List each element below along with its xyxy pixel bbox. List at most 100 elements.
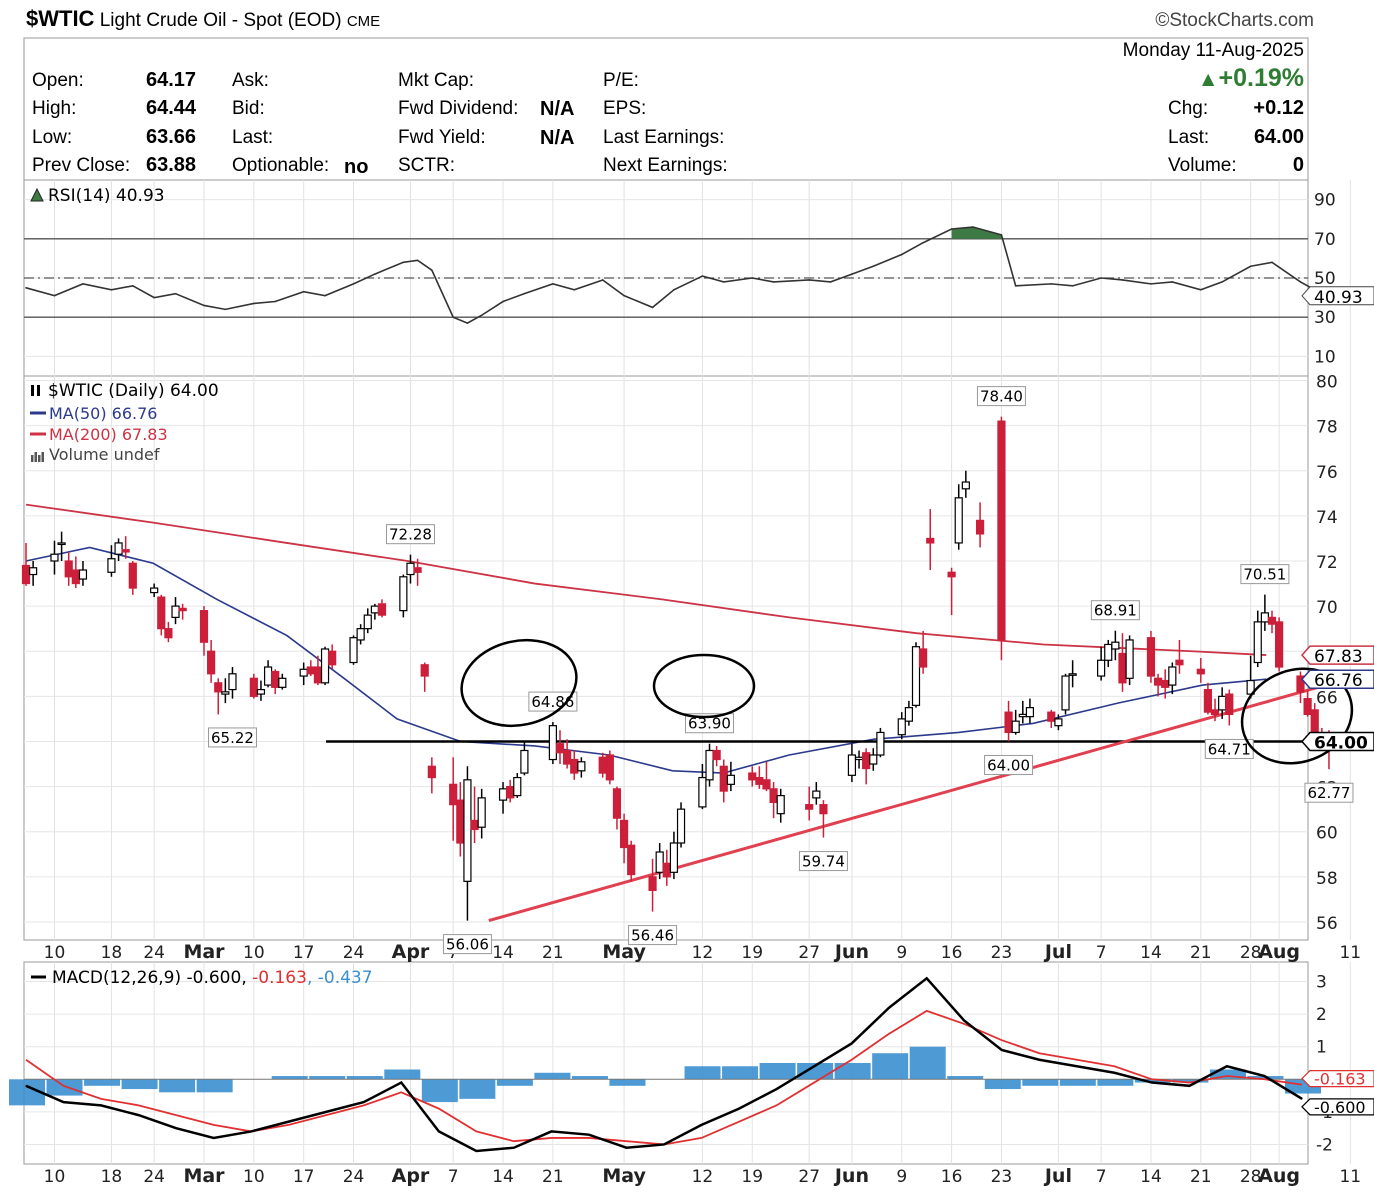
rsi-point (722, 281, 725, 283)
macd-histogram-bar (684, 1066, 721, 1080)
candle-body (1203, 688, 1213, 713)
candle-body (121, 549, 130, 553)
rsi-point (701, 275, 704, 277)
price-tick-label: 80 (1316, 373, 1338, 393)
macd-histogram-bar (309, 1076, 346, 1080)
candle-body (1146, 637, 1156, 677)
candle-body (904, 707, 913, 722)
macd-point (663, 1143, 665, 1146)
open-value: 64.17 (146, 69, 197, 91)
candle-body (320, 648, 330, 684)
exchange: CME (346, 13, 381, 30)
rsi-point (601, 279, 604, 281)
macd-point (550, 1130, 553, 1133)
last-value: 64.00 (1253, 126, 1304, 148)
x-tick-label: 21 (1190, 943, 1212, 963)
candle-body (278, 677, 287, 688)
price-annotation: 62.77 (1307, 784, 1350, 802)
eps-label: EPS: (603, 98, 647, 119)
macd-histogram-bar (1209, 1069, 1246, 1080)
candle-body (854, 756, 864, 761)
grid-lines (53, 180, 1351, 1164)
candle-body (548, 725, 557, 761)
candle-body (1218, 695, 1227, 711)
volume-legend-icon (31, 455, 34, 462)
price-tick-label: 74 (1316, 508, 1338, 528)
macd-point (325, 1111, 327, 1113)
macd-histogram-bar (759, 1063, 796, 1080)
rsi-point (110, 288, 113, 291)
price-annotation-box (1090, 600, 1140, 621)
candle-body (776, 795, 785, 815)
candle-body (299, 668, 308, 677)
rsi-line (25, 226, 1351, 324)
low-value: 63.66 (146, 126, 197, 148)
candle-body (1118, 652, 1127, 684)
candle-body (221, 691, 230, 695)
rsi-point (1014, 285, 1017, 287)
fwd-yield-value: N/A (540, 127, 575, 149)
macd-point (250, 1130, 252, 1133)
candle-body (1011, 720, 1020, 734)
candle-body (57, 542, 66, 546)
rsi-point (829, 281, 832, 283)
macd-histogram-bar (909, 1046, 946, 1080)
ma200-line (25, 503, 1267, 656)
macd-x-tick-label: 28 (1240, 1167, 1262, 1187)
candle-body (1004, 711, 1013, 734)
macd-x-tick-label: 16 (941, 1167, 963, 1187)
macd-x-tick-label: 10 (44, 1167, 66, 1187)
candle-body (577, 761, 586, 772)
price-annotation-box (984, 754, 1034, 775)
candle-body (50, 553, 59, 562)
rsi-point (1271, 261, 1273, 264)
macd-histogram-bar (384, 1069, 421, 1080)
candle-body (1068, 673, 1077, 676)
macd-x-tick-label: 24 (143, 1167, 165, 1187)
rsi-point (552, 283, 554, 285)
candle-body (997, 420, 1006, 641)
candle-body (669, 842, 679, 873)
macd-x-tick-label: Jul (1043, 1165, 1072, 1187)
x-tick-label: Apr (392, 941, 430, 963)
macd-histogram-bar (984, 1079, 1021, 1090)
candle-body (178, 607, 187, 612)
x-tick-label: 12 (692, 943, 714, 963)
candle-body (612, 788, 622, 819)
macd-x-tick-label: 12 (692, 1167, 714, 1187)
x-tick-label: 14 (492, 943, 514, 963)
candle-body (71, 569, 80, 585)
candle-body (513, 776, 522, 797)
rsi-tick-label: 50 (1314, 269, 1336, 289)
volume-legend-icon (41, 452, 44, 462)
macd-histogram-bar (534, 1072, 571, 1080)
macd-value-tag (1301, 1098, 1374, 1116)
chg-value: +0.12 (1253, 97, 1304, 119)
x-tick-label: Mar (183, 941, 225, 963)
candle-body (605, 754, 614, 781)
macd-point (738, 1108, 740, 1110)
candle-body (919, 648, 928, 668)
macd-x-tick-label: 14 (492, 1167, 514, 1187)
macd-point (1188, 1085, 1191, 1087)
rsi-value-tag (1301, 286, 1374, 306)
macd-histogram-bar (1022, 1079, 1059, 1086)
macd-x-tick-label: 23 (991, 1167, 1013, 1187)
macd-point (1301, 1098, 1303, 1100)
price-tag-text: 64.00 (1314, 733, 1368, 753)
price-tick-label: 60 (1316, 824, 1338, 844)
macd-x-tick-label: 21 (542, 1167, 564, 1187)
candle-body (1196, 668, 1205, 675)
rsi-point (324, 294, 326, 297)
candles (21, 416, 1355, 921)
rsi-point (402, 261, 405, 264)
candle-body (328, 650, 337, 666)
candle-body (114, 542, 123, 555)
price-annotation-box (528, 691, 578, 712)
macd-histogram-bar (1097, 1079, 1134, 1086)
x-tick-label: 28 (1240, 943, 1262, 963)
candle-body (719, 765, 728, 792)
candle-body (748, 772, 757, 781)
x-tick-label: Aug (1258, 941, 1300, 963)
candle-body (506, 785, 515, 799)
